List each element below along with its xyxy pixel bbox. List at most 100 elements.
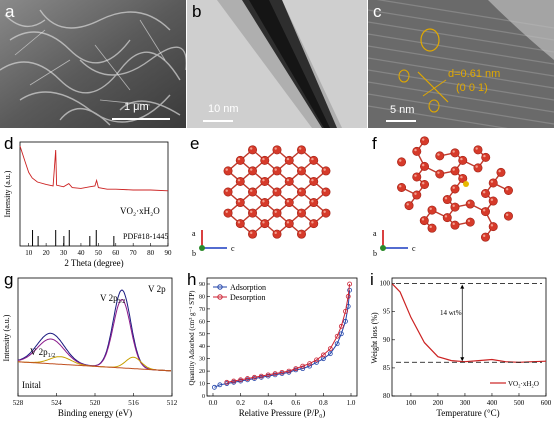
atom-highlight (286, 200, 290, 203)
atom-highlight (406, 203, 409, 206)
atom (397, 182, 407, 192)
atom-highlight (286, 221, 290, 224)
atom (420, 136, 430, 146)
g-peak1: V 2p3/2 (100, 293, 125, 305)
atom (235, 198, 245, 208)
atom-highlight (262, 200, 265, 203)
atom-highlight (414, 148, 417, 152)
bet-point (345, 294, 351, 299)
atom (309, 176, 319, 186)
atom-highlight (237, 157, 241, 161)
atom-highlight (437, 171, 440, 174)
atom-highlight (274, 231, 277, 235)
atom (284, 198, 294, 208)
h-ytick-label: 0 (202, 394, 205, 400)
axis-indicator-f: a b c (373, 229, 416, 258)
bet-point (252, 374, 257, 380)
atom-highlight (323, 189, 326, 192)
atom (420, 179, 430, 189)
atom-highlight (452, 204, 455, 207)
atom-highlight (323, 210, 326, 213)
atom-highlight (483, 154, 486, 158)
annotation-d-spacing: d=0.61 nm (448, 68, 501, 80)
atom-highlight (237, 221, 241, 224)
atom-highlight (298, 168, 302, 171)
atom (442, 195, 452, 205)
h-ytick-label: 20 (199, 369, 205, 375)
water-molecule (463, 181, 469, 187)
axis-a-f: a (373, 229, 377, 238)
atom (397, 157, 407, 167)
atom-highlight (262, 178, 265, 182)
tga-series-line (391, 283, 547, 363)
atom (223, 208, 233, 218)
atom-highlight (250, 210, 253, 213)
h-ytick-label: 70 (199, 307, 205, 313)
bet-point (272, 371, 278, 376)
i-legend: VO₂·xH₂O (490, 380, 539, 388)
atom (296, 187, 306, 197)
h-ytick-label: 90 (199, 282, 205, 288)
atom (450, 166, 460, 176)
i-legend-label: VO₂·xH₂O (508, 380, 539, 388)
atom (248, 187, 258, 197)
atom (480, 188, 490, 198)
atom (450, 220, 460, 230)
atom (496, 167, 506, 177)
atom (223, 187, 233, 197)
atom (412, 190, 422, 200)
xps-baseline (18, 361, 171, 372)
atom (488, 178, 498, 188)
xrd-chart: VO₂·xH₂O PDF#18-1445 10 20 30 40 50 60 70 80 90 … (3, 141, 173, 268)
h-ytick-label: 10 (199, 382, 205, 388)
atom (450, 202, 460, 212)
g-ylabel: Intensity (a.u.) (2, 314, 11, 361)
i-xtick-label: 500 (514, 399, 525, 407)
panel-label-c: c (373, 2, 382, 21)
atom-highlight (444, 215, 448, 218)
atom (284, 176, 294, 186)
bet-point (286, 368, 292, 374)
atom (450, 148, 460, 158)
atom (419, 216, 429, 226)
g-xtick-label: 528 (13, 399, 24, 407)
atom-highlight (298, 147, 302, 150)
atom (404, 201, 414, 211)
atom (473, 163, 483, 173)
atom (488, 222, 498, 232)
atom-highlight (323, 168, 326, 171)
atom (260, 219, 270, 229)
g-title: V 2p (148, 284, 166, 294)
bet-chart: Adsorption Desorption 0.0 0.2 0.4 0.6 0.8 1.0… (188, 277, 358, 418)
bet-point (343, 308, 348, 314)
d-xtick-label: 30 (60, 249, 68, 257)
atom-highlight (250, 231, 253, 235)
d-xtick-label: 90 (165, 249, 173, 257)
atom-highlight (250, 189, 253, 192)
g-xtick-label: 512 (167, 399, 178, 407)
tga-arrow-head-down (460, 357, 465, 362)
atom (248, 208, 258, 218)
d-xtick-label: 70 (130, 249, 138, 257)
bet-point (327, 346, 333, 352)
atom (427, 223, 437, 233)
bet-point (334, 333, 340, 339)
g-xlabel: Binding energy (eV) (58, 408, 132, 418)
atom (309, 219, 319, 229)
atom (427, 205, 437, 215)
xps-chart: V 2p V 2p3/2 V 2p1/2 Inital 528 524 520 516… (2, 277, 178, 418)
atom-highlight (429, 225, 432, 229)
atom-highlight (311, 200, 314, 203)
tga-chart: 100 200 300 400 500 600 80 85 90 95 100 14 wt% VO₂… (370, 277, 552, 418)
atom-highlight (422, 182, 425, 185)
atom (260, 198, 270, 208)
h-ytick-label: 80 (199, 294, 205, 300)
atom (223, 166, 233, 176)
scale-bar-a (112, 118, 170, 120)
atom-highlight (452, 186, 455, 189)
d-xtick-label: 50 (95, 249, 103, 257)
g-xtick-label: 524 (51, 399, 62, 407)
atom (450, 184, 460, 194)
bet-point (343, 318, 348, 324)
bet-point (300, 363, 306, 369)
